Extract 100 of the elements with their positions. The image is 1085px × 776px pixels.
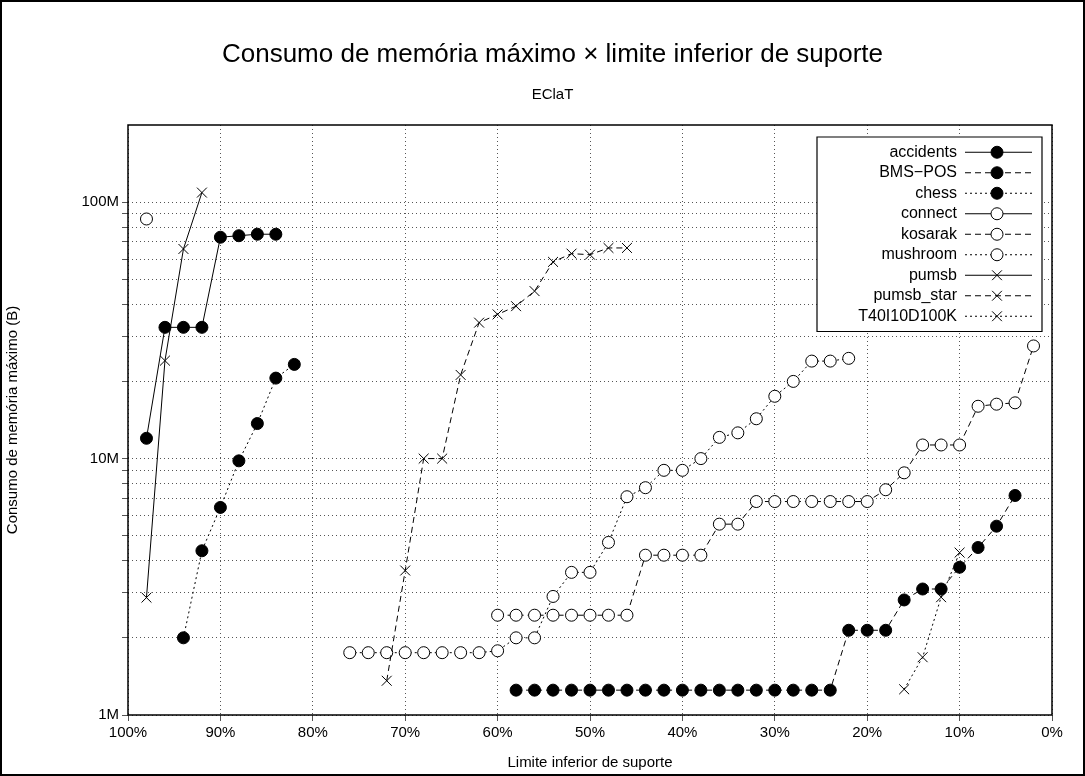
point [528, 683, 542, 697]
point [638, 481, 652, 495]
point [935, 591, 947, 603]
point [694, 683, 708, 697]
point [934, 582, 948, 596]
point [472, 646, 486, 660]
point [601, 683, 615, 697]
point [879, 623, 893, 637]
point [805, 683, 819, 697]
point [492, 308, 504, 320]
point [1008, 488, 1022, 502]
point [805, 495, 819, 509]
point [546, 683, 560, 697]
point [566, 248, 577, 260]
point [213, 500, 227, 514]
point [638, 548, 652, 562]
point [731, 517, 745, 531]
point [195, 320, 209, 334]
point [435, 646, 449, 660]
y-tick-label: 100M [81, 192, 119, 210]
point [897, 593, 911, 607]
point [380, 646, 394, 660]
x-tick-label: 50% [574, 723, 606, 741]
point [712, 683, 726, 697]
point [657, 463, 671, 477]
point [529, 285, 541, 297]
point [860, 495, 874, 509]
chart-title: Consumo de memória máximo × limite inferior de suporte [221, 38, 884, 69]
point [638, 683, 652, 697]
point [361, 646, 375, 660]
point [381, 675, 393, 687]
point [620, 683, 634, 697]
point [712, 430, 726, 444]
legend-label: pumsb_star [873, 286, 958, 305]
point [250, 227, 264, 241]
point [491, 608, 505, 622]
x-axis-title: Limite inferior de suporte [507, 753, 673, 771]
point [509, 683, 523, 697]
point [990, 519, 1004, 533]
point [768, 389, 782, 403]
point [694, 548, 708, 562]
y-axis-title: Consumo de memória máximo (B) [3, 305, 21, 535]
point [786, 495, 800, 509]
legend-label: accidents [889, 142, 957, 160]
point [213, 230, 227, 244]
point [1008, 396, 1022, 410]
point [269, 371, 283, 385]
point [436, 453, 448, 465]
legend-label: pumsb [908, 265, 958, 283]
point [417, 646, 431, 660]
x-tick-label: 30% [759, 723, 790, 741]
point [879, 483, 893, 497]
y-tick-label: 10M [89, 448, 119, 466]
point [823, 683, 837, 697]
point [620, 608, 634, 622]
legend-label: chess [915, 183, 957, 201]
point [509, 608, 523, 622]
x-tick-label: 70% [390, 723, 421, 741]
point [546, 608, 560, 622]
point [232, 229, 246, 243]
point [898, 683, 910, 695]
point [971, 399, 985, 413]
point [232, 454, 246, 468]
chart-subtitle: EClaT [531, 85, 574, 103]
legend-label: connect [900, 204, 958, 222]
point [953, 438, 967, 452]
point [842, 351, 856, 365]
point [343, 646, 357, 660]
point [473, 317, 485, 329]
point [250, 417, 264, 431]
x-tick-label: 80% [297, 723, 328, 741]
point [621, 242, 633, 254]
point [509, 631, 523, 645]
point [805, 354, 819, 368]
point [176, 320, 190, 334]
point [565, 608, 579, 622]
x-tick-label: 60% [482, 723, 513, 741]
legend-label: mushroom [881, 245, 957, 263]
point [675, 683, 689, 697]
point [620, 490, 634, 504]
point [768, 495, 782, 509]
point [454, 646, 468, 660]
point [510, 300, 522, 312]
point [528, 631, 542, 645]
point [712, 517, 726, 531]
point [418, 453, 430, 465]
point [657, 548, 671, 562]
point [934, 438, 948, 452]
point [1027, 339, 1041, 353]
x-tick-label: 20% [852, 723, 883, 741]
point [842, 495, 856, 509]
point [657, 683, 671, 697]
x-tick-label: 10% [944, 723, 975, 741]
point [953, 560, 967, 574]
point [971, 541, 985, 555]
point [675, 463, 689, 477]
point [749, 683, 763, 697]
point [528, 608, 542, 622]
point [842, 623, 856, 637]
point [601, 608, 615, 622]
